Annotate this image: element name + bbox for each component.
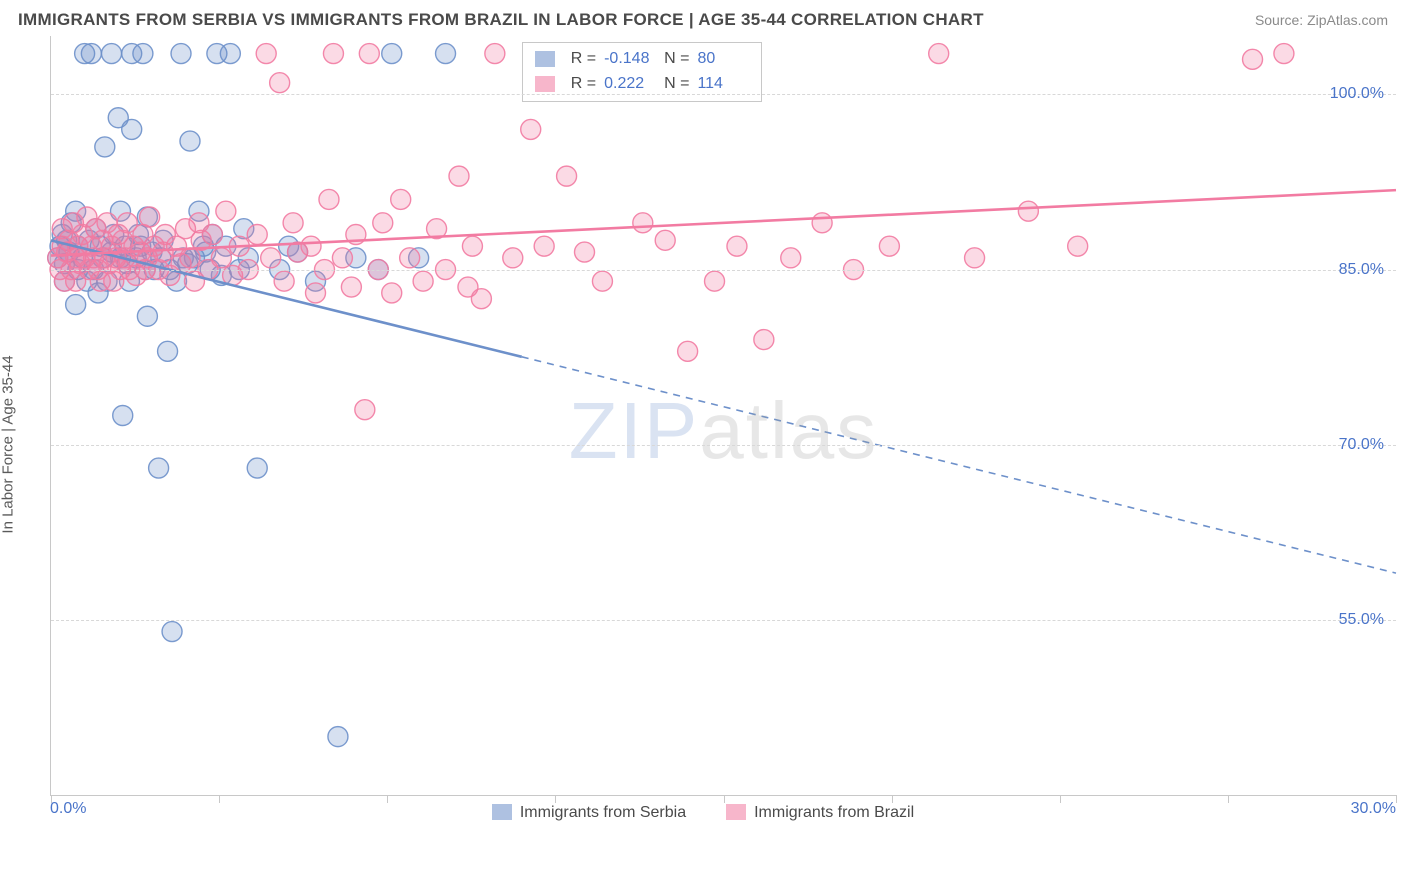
legend-N-label: N =	[664, 47, 689, 72]
correlation-legend: R = -0.148 N = 80 R = 0.222 N = 114	[522, 42, 763, 102]
series-legend: Immigrants from Serbia Immigrants from B…	[0, 804, 1406, 822]
y-tick-label: 70.0%	[1339, 436, 1384, 454]
legend-row-serbia: R = -0.148 N = 80	[535, 47, 750, 72]
plot-wrap: In Labor Force | Age 35-44 ZIPatlas R = …	[0, 36, 1406, 836]
legend-row-brazil: R = 0.222 N = 114	[535, 72, 750, 97]
legend-label-brazil: Immigrants from Brazil	[754, 804, 914, 821]
y-tick-label: 100.0%	[1330, 85, 1384, 103]
legend-R-label: R =	[571, 72, 596, 97]
scatter-svg	[51, 36, 1396, 795]
gridline	[51, 445, 1396, 446]
legend-label-serbia: Immigrants from Serbia	[520, 804, 686, 821]
y-axis-label: In Labor Force | Age 35-44	[0, 355, 17, 533]
legend-N-brazil: 114	[697, 72, 749, 97]
y-tick-label: 55.0%	[1339, 611, 1384, 629]
source-label: Source: ZipAtlas.com	[1255, 12, 1388, 28]
legend-swatch-brazil-icon	[726, 804, 746, 820]
title-bar: IMMIGRANTS FROM SERBIA VS IMMIGRANTS FRO…	[0, 0, 1406, 36]
legend-R-serbia: -0.148	[604, 47, 656, 72]
gridline	[51, 94, 1396, 95]
gridline	[51, 270, 1396, 271]
legend-item-serbia: Immigrants from Serbia	[492, 804, 686, 822]
legend-R-brazil: 0.222	[604, 72, 656, 97]
legend-swatch-brazil	[535, 76, 555, 92]
legend-swatch-serbia-icon	[492, 804, 512, 820]
x-tick	[1396, 795, 1397, 803]
legend-N-label: N =	[664, 72, 689, 97]
legend-item-brazil: Immigrants from Brazil	[726, 804, 914, 822]
legend-swatch-serbia	[535, 51, 555, 67]
plot-area: ZIPatlas R = -0.148 N = 80 R = 0.222 N =…	[50, 36, 1396, 796]
y-tick-label: 85.0%	[1339, 261, 1384, 279]
legend-R-label: R =	[571, 47, 596, 72]
legend-N-serbia: 80	[697, 47, 749, 72]
gridline	[51, 620, 1396, 621]
chart-title: IMMIGRANTS FROM SERBIA VS IMMIGRANTS FRO…	[18, 10, 984, 30]
